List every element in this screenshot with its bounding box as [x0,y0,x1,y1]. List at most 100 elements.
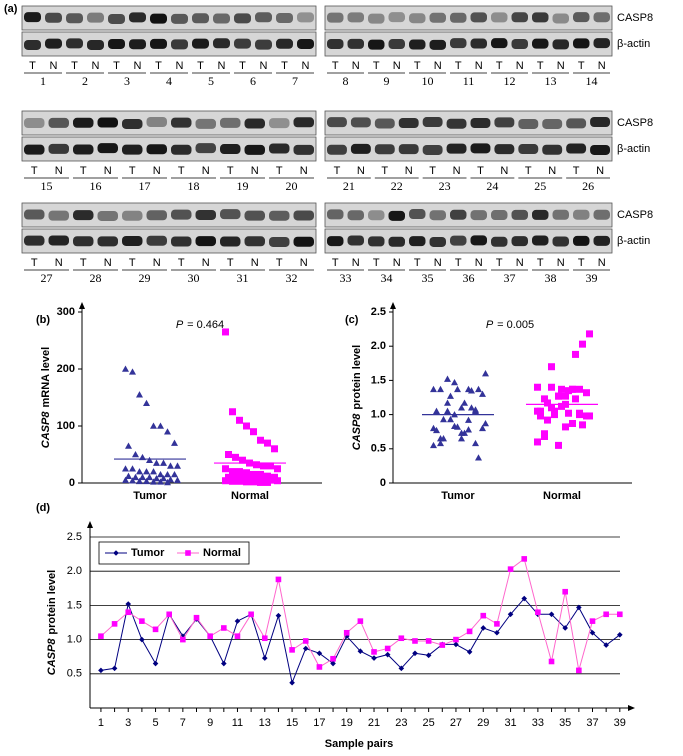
y-tick-label: 200 [57,363,75,375]
blot-band [566,118,587,129]
point [534,383,541,391]
blot-band [73,236,94,247]
blot-band [518,144,539,155]
point [257,470,264,478]
blot-band [590,144,610,155]
blot-band [573,235,590,246]
legend-label: Normal [203,547,241,559]
blot-background [21,228,317,254]
series-line [100,597,621,685]
point [548,404,555,412]
blot-band [87,12,104,23]
point [384,651,391,658]
point [343,629,350,636]
point [398,635,405,642]
blot-band [566,143,587,154]
point [132,451,139,458]
lane-label: T [80,257,87,269]
sample-number: 28 [90,271,102,285]
point [113,550,119,556]
lane-label: T [227,257,234,269]
point [243,422,250,430]
point [146,473,153,481]
blot-band [276,12,293,23]
blot-band [511,12,528,23]
blot-band [388,210,405,221]
x-tick-label: Normal [543,490,581,502]
point [274,465,281,473]
lane-label: T [31,165,38,177]
lane-label: T [239,60,246,72]
blot-band [150,13,167,24]
point [157,470,164,478]
sample-number: 31 [237,271,249,285]
lane-label: N [557,257,565,269]
blot-band [422,117,443,128]
blot-band [24,209,45,220]
blot-background [21,136,317,162]
point [157,478,164,485]
blot-band [24,144,45,155]
blot-band [220,209,241,220]
panel-label: (c) [345,314,359,326]
point [465,416,472,423]
point [171,439,178,446]
blot-band [470,210,487,221]
sample-number: 36 [463,271,475,285]
blot-background [21,202,317,228]
sample-number: 38 [545,271,557,285]
y-tick-label: 1.5 [67,599,82,611]
blot-band [347,38,364,49]
blot-band [97,143,118,154]
point [589,629,596,636]
x-tick-label: 31 [504,717,516,729]
lane-label: T [537,257,544,269]
point [537,412,544,420]
point [453,641,459,648]
y-axis-label: CASP8 protein level [351,345,363,450]
blot-band [213,38,230,49]
lane-label: T [178,257,185,269]
lane-label: T [373,60,380,72]
point [289,679,295,686]
lane-label: N [357,165,365,177]
point [146,456,153,463]
blot-band [368,13,385,24]
blot-band [590,117,610,128]
blot-band [327,236,344,247]
lane-label: T [414,257,421,269]
point [451,378,458,386]
blot-band [350,143,371,154]
point [250,478,257,486]
sample-number: 19 [237,179,249,193]
axis-arrow [390,302,396,309]
point [316,664,323,670]
blot-band [593,38,610,49]
blot-band [422,144,443,155]
point [507,611,514,618]
blot-band [171,39,188,50]
lane-label: N [434,257,442,269]
point [180,636,186,643]
sample-number: 30 [188,271,200,285]
point [98,667,104,674]
point [433,407,440,414]
point [537,407,544,415]
blot-band [234,38,251,49]
y-axis-label-gene: CASP8 [40,411,52,449]
blot-band [195,143,216,154]
blot-band [429,39,446,50]
point [579,340,586,348]
lane-label: N [104,257,112,269]
blot-band [470,117,491,128]
point [302,638,309,644]
point [125,442,132,449]
point [558,402,565,410]
point [603,611,609,618]
x-tick-label: Tumor [441,490,475,502]
point [257,436,264,444]
blot-band [327,209,344,220]
sample-number: 4 [166,74,172,88]
point [482,419,489,427]
blot-band [470,38,487,49]
